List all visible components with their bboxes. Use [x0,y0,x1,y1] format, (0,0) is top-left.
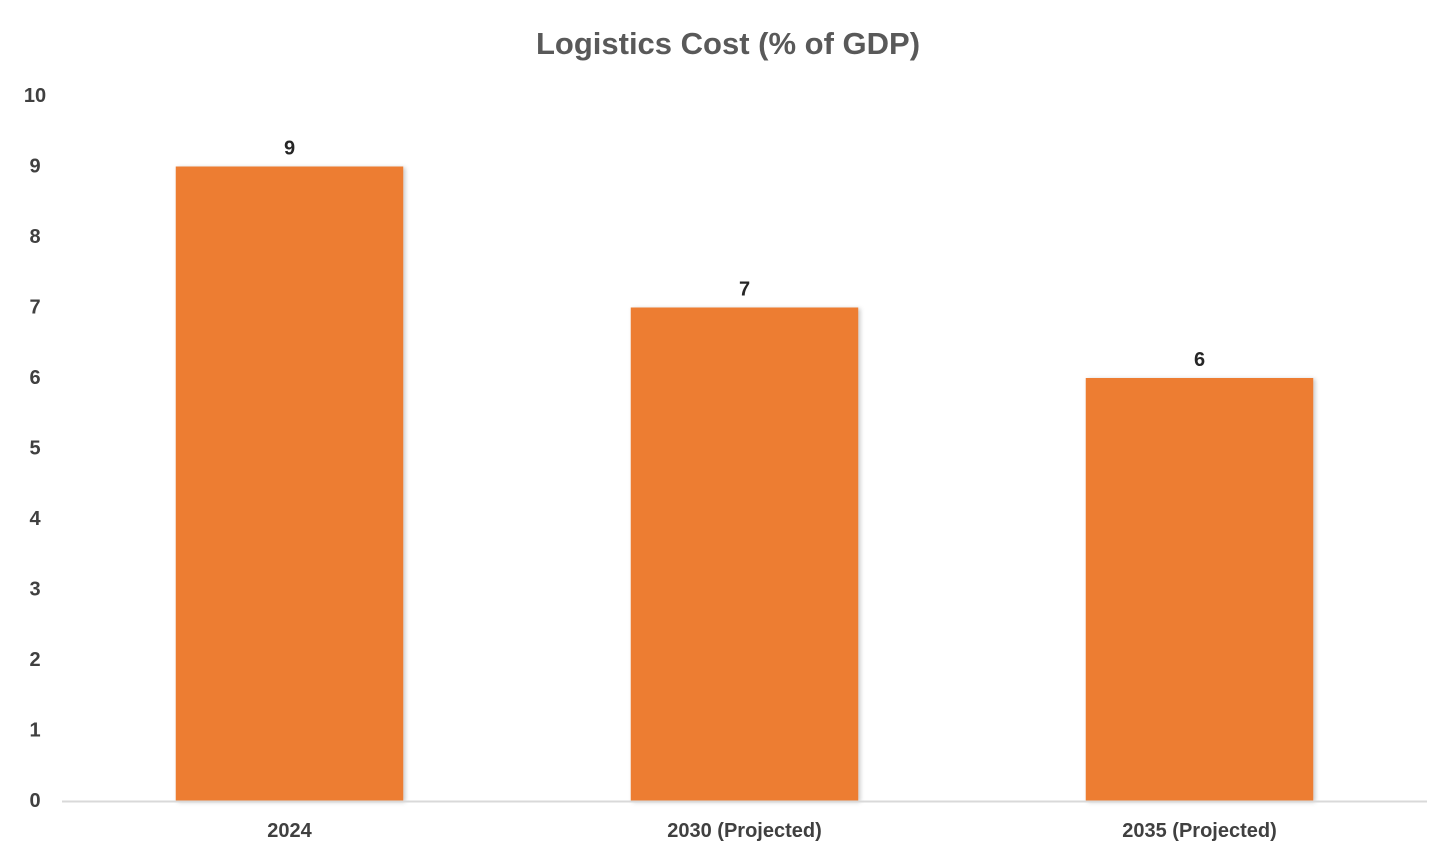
y-tick-label: 0 [29,790,40,812]
bar-2030-projected [630,307,859,801]
y-tick-label: 10 [24,85,46,107]
data-labels: 9 7 6 [284,138,1205,372]
y-axis-ticks: 0 1 2 3 4 5 6 7 8 9 10 [24,85,46,812]
chart-title: Logistics Cost (% of GDP) [536,26,920,61]
y-tick-label: 4 [29,508,41,530]
y-tick-label: 1 [29,720,40,742]
bars [175,166,1314,801]
x-tick-label: 2030 (Projected) [667,820,822,842]
bar-2035-projected [1085,378,1314,801]
y-tick-label: 8 [29,226,40,248]
data-label: 7 [739,279,750,301]
y-tick-label: 3 [29,579,40,601]
y-tick-label: 9 [29,156,40,178]
y-tick-label: 7 [29,297,40,319]
y-tick-label: 6 [29,367,40,389]
bar-2024 [175,166,404,801]
x-tick-label: 2035 (Projected) [1122,820,1277,842]
y-tick-label: 5 [29,438,40,460]
y-tick-label: 2 [29,649,40,671]
x-axis-ticks: 2024 2030 (Projected) 2035 (Projected) [267,820,1277,842]
data-label: 6 [1194,349,1205,371]
x-tick-label: 2024 [267,820,312,842]
data-label: 9 [284,138,295,160]
